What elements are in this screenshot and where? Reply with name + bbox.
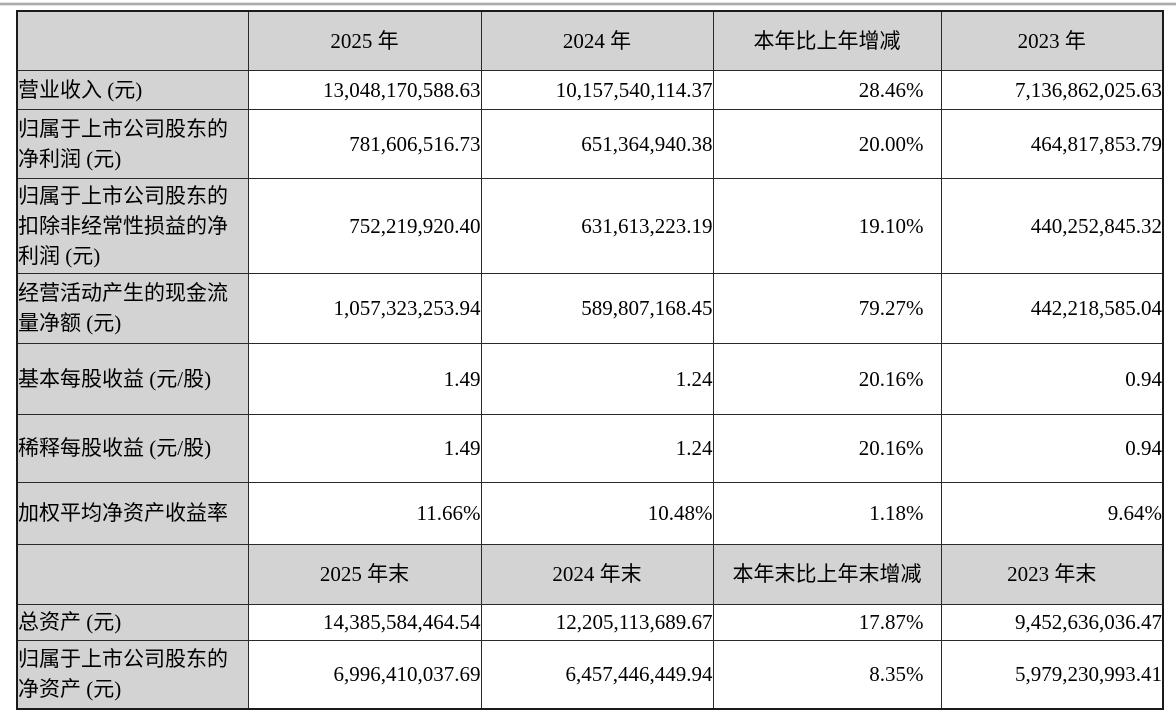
key-financials-table: 2025 年 2024 年 本年比上年增减 2023 年 营业收入 (元) 13…	[16, 10, 1164, 710]
value-cell: 9,452,636,036.47	[940, 603, 1164, 641]
value-cell: 1.49	[247, 413, 482, 483]
value-cell: 1,057,323,253.94	[247, 272, 482, 344]
col-header-2023-end: 2023 年末	[940, 543, 1164, 605]
value-cell: 12,205,113,689.67	[480, 603, 714, 641]
value-cell: 19.10%	[712, 177, 942, 274]
table-header-row-year-end: 2025 年末 2024 年末 本年末比上年末增减 2023 年末	[16, 543, 1164, 605]
value-cell: 14,385,584,464.54	[247, 603, 482, 641]
page-top-rule	[0, 3, 1176, 5]
value-cell: 440,252,845.32	[940, 177, 1164, 274]
value-cell: 0.94	[940, 342, 1164, 415]
value-cell: 20.00%	[712, 108, 942, 179]
value-cell: 442,218,585.04	[940, 272, 1164, 344]
value-cell: 13,048,170,588.63	[247, 69, 482, 110]
value-cell: 781,606,516.73	[247, 108, 482, 179]
value-cell: 1.24	[480, 413, 714, 483]
value-cell: 0.94	[940, 413, 1164, 483]
value-cell: 5,979,230,993.41	[940, 639, 1164, 710]
value-cell: 79.27%	[712, 272, 942, 344]
col-header-2024-end: 2024 年末	[480, 543, 714, 605]
row-label-net-profit: 归属于上市公司股东的净利润 (元)	[16, 108, 249, 179]
row-label-revenue: 营业收入 (元)	[16, 69, 249, 110]
table-row-net-profit-excl-nonrecurring: 归属于上市公司股东的扣除非经常性损益的净利润 (元) 752,219,920.4…	[16, 177, 1164, 274]
col-header-2025: 2025 年	[247, 10, 482, 71]
value-cell: 10,157,540,114.37	[480, 69, 714, 110]
col-header-year-end-change: 本年末比上年末增减	[712, 543, 942, 605]
row-label-net-profit-excl-nonrecurring: 归属于上市公司股东的扣除非经常性损益的净利润 (元)	[16, 177, 249, 274]
table-row-revenue: 营业收入 (元) 13,048,170,588.63 10,157,540,11…	[16, 69, 1164, 110]
table-row-total-assets: 总资产 (元) 14,385,584,464.54 12,205,113,689…	[16, 603, 1164, 641]
col-header-2024: 2024 年	[480, 10, 714, 71]
value-cell: 589,807,168.45	[480, 272, 714, 344]
table-row-diluted-eps: 稀释每股收益 (元/股) 1.49 1.24 20.16% 0.94	[16, 413, 1164, 483]
value-cell: 10.48%	[480, 481, 714, 545]
value-cell: 1.49	[247, 342, 482, 415]
value-cell: 464,817,853.79	[940, 108, 1164, 179]
value-cell: 6,457,446,449.94	[480, 639, 714, 710]
value-cell: 17.87%	[712, 603, 942, 641]
header-empty-cell	[16, 10, 249, 71]
table-row-net-assets: 归属于上市公司股东的净资产 (元) 6,996,410,037.69 6,457…	[16, 639, 1164, 710]
value-cell: 7,136,862,025.63	[940, 69, 1164, 110]
row-label-diluted-eps: 稀释每股收益 (元/股)	[16, 413, 249, 483]
row-label-weighted-avg-roe: 加权平均净资产收益率	[16, 481, 249, 545]
col-header-2023: 2023 年	[940, 10, 1164, 71]
value-cell: 631,613,223.19	[480, 177, 714, 274]
row-label-operating-cash-flow: 经营活动产生的现金流量净额 (元)	[16, 272, 249, 344]
col-header-yoy-change: 本年比上年增减	[712, 10, 942, 71]
table-row-net-profit: 归属于上市公司股东的净利润 (元) 781,606,516.73 651,364…	[16, 108, 1164, 179]
value-cell: 1.24	[480, 342, 714, 415]
table-row-weighted-avg-roe: 加权平均净资产收益率 11.66% 10.48% 1.18% 9.64%	[16, 481, 1164, 545]
row-label-basic-eps: 基本每股收益 (元/股)	[16, 342, 249, 415]
row-label-total-assets: 总资产 (元)	[16, 603, 249, 641]
table-header-row-annual: 2025 年 2024 年 本年比上年增减 2023 年	[16, 10, 1164, 71]
value-cell: 651,364,940.38	[480, 108, 714, 179]
header-empty-cell	[16, 543, 249, 605]
value-cell: 11.66%	[247, 481, 482, 545]
value-cell: 1.18%	[712, 481, 942, 545]
table-row-basic-eps: 基本每股收益 (元/股) 1.49 1.24 20.16% 0.94	[16, 342, 1164, 415]
row-label-net-assets: 归属于上市公司股东的净资产 (元)	[16, 639, 249, 710]
value-cell: 28.46%	[712, 69, 942, 110]
value-cell: 20.16%	[712, 342, 942, 415]
value-cell: 6,996,410,037.69	[247, 639, 482, 710]
col-header-2025-end: 2025 年末	[247, 543, 482, 605]
value-cell: 752,219,920.40	[247, 177, 482, 274]
value-cell: 9.64%	[940, 481, 1164, 545]
table-row-operating-cash-flow: 经营活动产生的现金流量净额 (元) 1,057,323,253.94 589,8…	[16, 272, 1164, 344]
value-cell: 20.16%	[712, 413, 942, 483]
value-cell: 8.35%	[712, 639, 942, 710]
